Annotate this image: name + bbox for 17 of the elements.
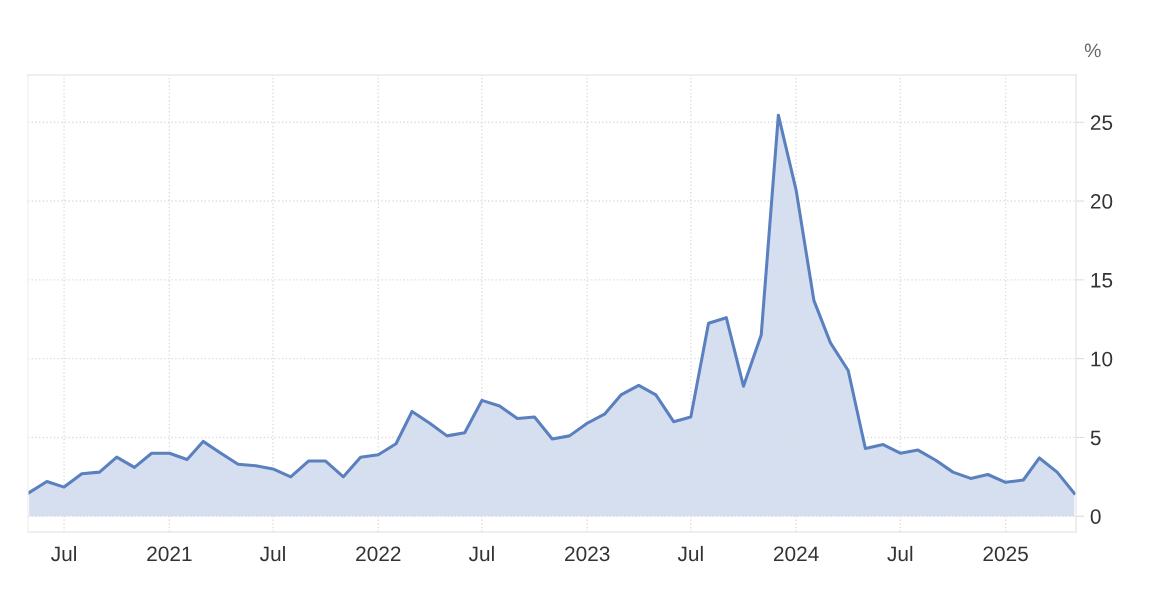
x-tick-label: 2022 [356, 546, 401, 562]
x-tick-label: Jul [677, 545, 703, 562]
x-tick-label: 2021 [147, 546, 192, 562]
y-tick-label: 20 [1090, 194, 1113, 209]
x-tick-label: Jul [259, 545, 285, 562]
y-tick-label: 25 [1090, 115, 1113, 131]
y-tick-label: 5 [1090, 430, 1101, 446]
y-tick-label: 0 [1090, 509, 1101, 524]
y-tick-label: 10 [1091, 351, 1113, 367]
x-tick-label: Jul [887, 545, 913, 562]
y-axis-title: % [1084, 43, 1101, 58]
x-tick-label: 2024 [773, 546, 819, 562]
x-tick-label: 2025 [983, 546, 1028, 562]
x-tick-label: 2023 [565, 546, 610, 562]
y-tick-label: 15 [1091, 273, 1113, 288]
x-tick-label: Jul [51, 545, 76, 562]
x-tick-label: Jul [468, 545, 494, 562]
